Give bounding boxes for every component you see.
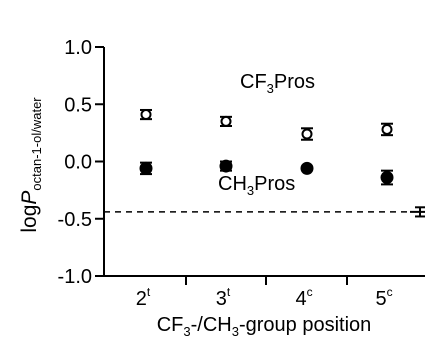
series-label-ch3pros: CH3Pros bbox=[218, 173, 295, 198]
data-point-cf3pros bbox=[301, 128, 313, 140]
x-tick-label: 2t bbox=[136, 285, 151, 310]
data-point-ch3pros bbox=[380, 171, 394, 185]
data-point-ch3pros bbox=[219, 159, 233, 173]
data-point-ch3pros bbox=[139, 161, 153, 175]
x-tick-label: 4c bbox=[295, 285, 312, 310]
x-tick-label: 5c bbox=[375, 285, 392, 310]
data-point-ch3pros bbox=[300, 161, 314, 175]
data-point-cf3pros bbox=[220, 115, 232, 127]
y-tick-label: 0.0 bbox=[64, 152, 92, 174]
y-tick-label: 0.5 bbox=[64, 94, 92, 116]
series-label-cf3pros: CF3Pros bbox=[240, 71, 315, 96]
data-point-cf3pros bbox=[140, 109, 152, 121]
x-tick-label: 3t bbox=[216, 285, 231, 310]
y-tick-label: -1.0 bbox=[58, 266, 92, 288]
y-tick-label: -0.5 bbox=[58, 209, 92, 231]
data-point-cf3pros bbox=[381, 123, 393, 135]
x-axis-label: CF3-/CH3-group position bbox=[157, 314, 372, 339]
y-tick-label: 1.0 bbox=[64, 37, 92, 59]
y-axis-label: logPoctan-1-ol/water bbox=[18, 97, 44, 233]
